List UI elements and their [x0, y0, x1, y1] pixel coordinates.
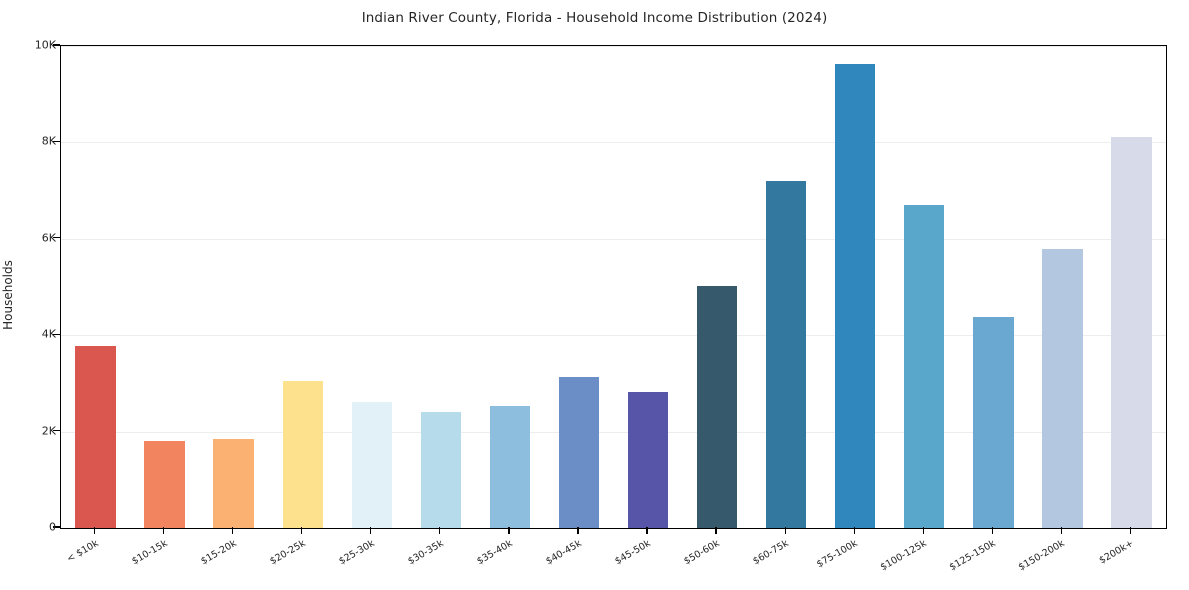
bar[interactable]	[213, 439, 254, 528]
x-tick-mark	[301, 527, 303, 534]
plot-area	[60, 45, 1167, 529]
bar-slot	[890, 46, 959, 528]
bar[interactable]	[282, 381, 323, 528]
bar-slot	[475, 46, 544, 528]
bar-slot	[683, 46, 752, 528]
bar-slot	[61, 46, 130, 528]
bar[interactable]	[627, 392, 669, 528]
x-tick-mark	[853, 527, 855, 534]
bar[interactable]	[558, 376, 600, 528]
chart-title: Indian River County, Florida - Household…	[361, 10, 828, 26]
bar-slot	[130, 46, 199, 528]
gridline	[61, 335, 1166, 337]
bar-slot	[1097, 46, 1166, 528]
bar[interactable]	[489, 405, 531, 528]
bar-series	[61, 46, 1166, 528]
bar[interactable]	[351, 402, 392, 528]
x-tick-mark	[162, 527, 165, 534]
bar-slot	[406, 46, 475, 528]
x-tick-mark	[508, 527, 510, 534]
bar[interactable]	[420, 412, 462, 528]
y-axis-title: Households	[0, 0, 16, 590]
bar-slot	[821, 46, 890, 528]
x-tick-mark	[439, 527, 441, 534]
y-tick-label: 8K	[41, 134, 56, 148]
y-tick-label: 4K	[41, 327, 56, 341]
bar-slot	[337, 46, 406, 528]
x-tick-mark	[922, 527, 924, 534]
x-tick-mark	[93, 527, 96, 534]
y-tick-mark	[53, 429, 60, 432]
bar-slot	[199, 46, 268, 528]
bar[interactable]	[765, 181, 807, 528]
bar-slot	[614, 46, 683, 528]
y-tick-label: 0	[49, 520, 56, 534]
y-axis-title-text: Households	[1, 260, 16, 330]
bar[interactable]	[904, 205, 945, 528]
x-tick-mark	[370, 527, 372, 534]
x-tick-mark	[1060, 527, 1063, 534]
bar-slot	[1028, 46, 1097, 528]
bar[interactable]	[973, 317, 1014, 528]
y-tick-label: 10K	[34, 38, 56, 52]
bar-slot	[752, 46, 821, 528]
x-tick-mark	[232, 527, 234, 534]
gridline	[61, 431, 1166, 433]
gridline	[61, 142, 1166, 144]
bar-slot	[959, 46, 1028, 528]
y-tick-mark	[53, 44, 60, 46]
gridline	[61, 238, 1166, 240]
x-tick-mark	[1129, 527, 1132, 534]
y-tick-mark	[53, 526, 60, 528]
x-tick-mark	[715, 527, 717, 534]
bar[interactable]	[835, 64, 876, 528]
x-tick-mark	[991, 527, 993, 534]
bar[interactable]	[1111, 137, 1152, 528]
bar[interactable]	[1042, 249, 1083, 528]
bar-slot	[268, 46, 337, 528]
bar[interactable]	[696, 286, 738, 528]
x-tick-mark	[784, 527, 786, 534]
y-tick-label: 6K	[41, 231, 56, 245]
plot-inner	[61, 46, 1166, 528]
x-tick-mark	[646, 527, 648, 534]
y-tick-mark	[53, 237, 60, 239]
y-tick-mark	[53, 140, 60, 143]
bar[interactable]	[144, 441, 185, 528]
x-tick-mark	[577, 527, 579, 534]
gridline	[61, 46, 1166, 47]
y-tick-label: 2K	[41, 424, 56, 438]
bar[interactable]	[75, 346, 116, 528]
y-tick-mark	[53, 333, 60, 335]
bar-slot	[544, 46, 613, 528]
